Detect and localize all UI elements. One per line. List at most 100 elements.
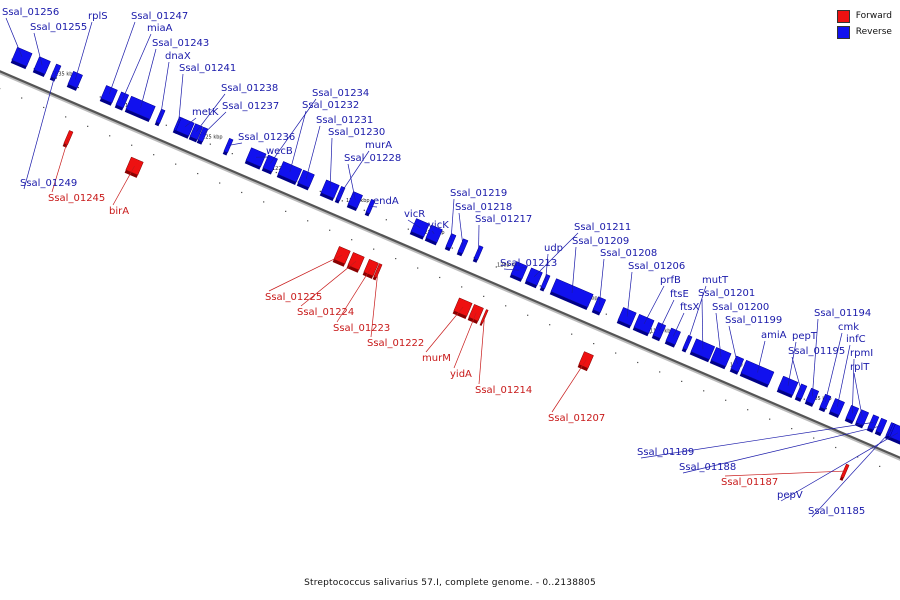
leader-ssal-01249 [23, 71, 57, 190]
scale-tick [813, 437, 815, 439]
scale-tick [439, 276, 441, 279]
scale-tick [747, 409, 749, 411]
gene-shadow-cmk [818, 406, 826, 413]
leader-ssal-01206 [626, 271, 633, 317]
genome-backbone [0, 70, 900, 461]
legend-label-forward: Forward [855, 11, 892, 21]
leader-ssal-01225 [268, 254, 343, 292]
scale-tick [241, 191, 243, 194]
gene-label-vick: vicK [428, 220, 449, 231]
leader-yida [453, 312, 477, 369]
leader-rpls [74, 21, 93, 80]
leader-rplt [853, 372, 863, 418]
leader-ssal-01222 [370, 270, 379, 338]
leader-ssal-01194 [812, 318, 819, 397]
gene-shadow-mura [334, 199, 340, 204]
leader-ssal-01237 [202, 111, 227, 135]
scale-tick [417, 267, 419, 269]
gene-label-ssal-01195: Ssal_01195 [788, 346, 845, 357]
gene-shadow-ssal-01230 [319, 192, 334, 202]
gene-label-ssal-01238: Ssal_01238 [221, 83, 278, 94]
leader-ssal-01214 [478, 316, 485, 385]
scale-tick [527, 314, 529, 316]
leader-amia [757, 340, 766, 373]
gene-label-ssal-01228: Ssal_01228 [344, 153, 401, 164]
scale-tick [263, 201, 265, 203]
gene-shadow-ssal-01256 [10, 60, 27, 70]
scale-tick [605, 313, 607, 315]
gene-label-mura: murA [365, 140, 392, 151]
gene-shadow-ssal-01223 [362, 272, 374, 279]
scale-tick [505, 305, 507, 307]
scale-tick [395, 257, 397, 260]
scale-tick [571, 333, 573, 335]
scale-tick [451, 247, 453, 249]
gene-shadow-ssal-01234 [261, 167, 273, 175]
scale-tick [209, 143, 211, 145]
leader-ssal-01247 [108, 21, 136, 95]
leader-ssal-01224 [300, 260, 357, 307]
leader-ssal-01207 [551, 359, 587, 413]
reverse-swatch [836, 25, 850, 39]
gene-label-ssal-01207: Ssal_01207 [548, 413, 605, 424]
gene-shadow-rplt [854, 422, 864, 429]
gene-shadow-infc [828, 411, 840, 418]
leader-metk [184, 117, 197, 128]
gene-shadow-metk [174, 130, 189, 139]
gene-label-ssal-01234: Ssal_01234 [312, 88, 369, 99]
gene-label-ssal-01231: Ssal_01231 [316, 115, 373, 126]
gene-shadow-ssal-01188 [874, 431, 882, 437]
scale-tick [197, 172, 199, 175]
scale-tick [153, 154, 155, 156]
gene-shadow-ssal-01255 [32, 69, 45, 78]
gene-label-ssal-01243: Ssal_01243 [152, 38, 209, 49]
gene-label-ssal-01237: Ssal_01237 [222, 101, 279, 112]
leader-ssal-01231 [305, 125, 321, 179]
gene-shadow-ssal-01236 [222, 151, 228, 156]
scale-label: 1185 kbp [808, 396, 832, 402]
gene-label-rpmi: rpmI [850, 348, 873, 359]
leader-mura [340, 150, 370, 194]
gene-shadow-ssal-01206 [616, 320, 631, 329]
gene-label-ssal-01236: Ssal_01236 [238, 132, 295, 143]
leader-ssal-01218 [458, 212, 464, 247]
gene-shadow-ssal-01247 [99, 98, 112, 106]
gene-label-ssal-01214: Ssal_01214 [475, 385, 532, 396]
gene-label-mutt: mutT [702, 275, 729, 286]
leader-prfb [643, 285, 665, 325]
leader-ssal-01223 [336, 267, 372, 323]
gene-label-rplt: rplT [850, 362, 870, 373]
gene-label-bira: birA [109, 206, 129, 217]
scale-tick [373, 248, 375, 250]
leader-ssal-01228 [347, 163, 356, 200]
gene-shadow-ssal-01214 [479, 322, 483, 326]
gene-shadow-enda [364, 212, 370, 217]
leader-bira [112, 165, 135, 206]
gene-label-rpls: rplS [88, 11, 108, 22]
gene-shadow-ssal-01232 [276, 174, 297, 185]
gene-label-ssal-01194: Ssal_01194 [814, 308, 871, 319]
leader-ssal-01185 [811, 429, 892, 518]
leader-ssal-01187 [724, 470, 845, 477]
gene-shadow-ssal-01237 [196, 139, 203, 145]
scale-tick [87, 125, 89, 127]
gene-label-miaa: miaA [147, 23, 173, 34]
gene-label-ssal-01223: Ssal_01223 [333, 323, 390, 334]
gene-shadow-ssal-01201 [689, 351, 710, 363]
gene-features [10, 46, 900, 481]
scale-tick [219, 182, 221, 184]
leader-pept [787, 341, 797, 386]
gene-shadow-ftsx [664, 340, 676, 348]
gene-label-ssal-01211: Ssal_01211 [574, 222, 631, 233]
gene-shadow-ssal-01224 [346, 265, 359, 273]
scale-tick [593, 343, 595, 345]
scale-tick [791, 428, 793, 430]
gene-shadow-wecb [244, 160, 261, 170]
scale-tick [329, 229, 331, 231]
scale-tick [131, 144, 133, 146]
gene-label-ssal-01208: Ssal_01208 [600, 248, 657, 259]
gene-shadow-ftse [651, 335, 661, 342]
leader-vicr [407, 219, 421, 229]
gene-shadow-ssal-01231 [296, 182, 309, 191]
leader-ssal-01236 [228, 142, 243, 146]
